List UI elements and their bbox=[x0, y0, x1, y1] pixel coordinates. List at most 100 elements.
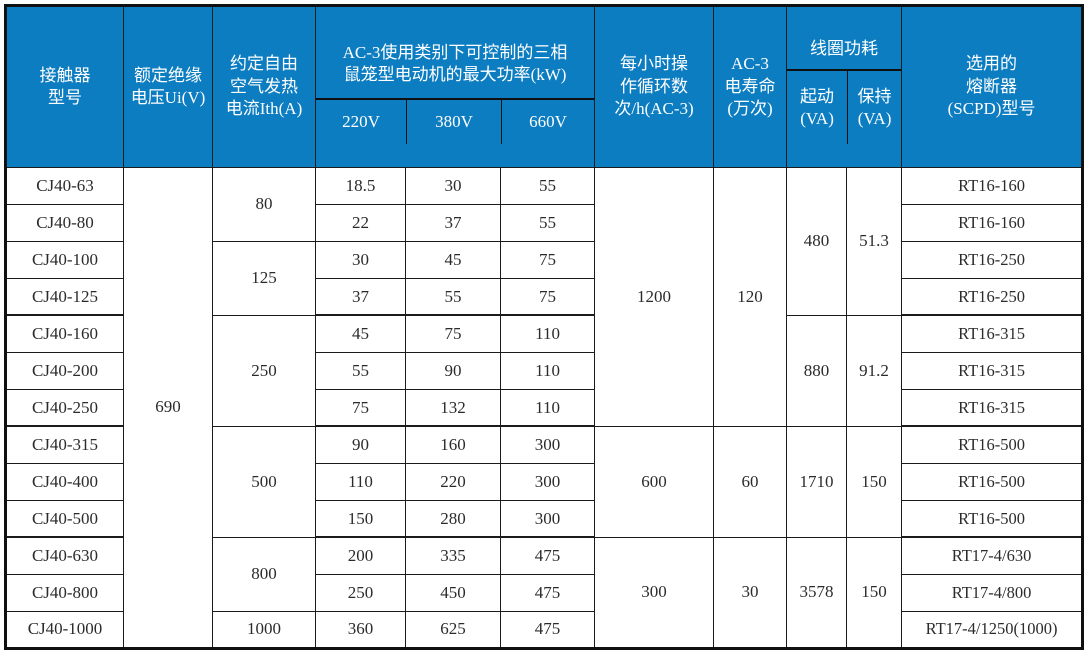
table-cell: 45 bbox=[315, 314, 406, 353]
table-cell: RT16-500 bbox=[901, 499, 1084, 539]
table-cell: 110 bbox=[499, 388, 596, 428]
table-cell: 125 bbox=[212, 240, 316, 316]
coil-power-subheaders: 起动 (VA) 保持 (VA) bbox=[788, 71, 901, 145]
table-cell: RT16-160 bbox=[901, 166, 1084, 205]
table-cell: 110 bbox=[499, 351, 596, 390]
table-cell: CJ40-1000 bbox=[5, 610, 124, 649]
table-cell: 18.5 bbox=[315, 166, 406, 205]
table-cell: 120 bbox=[713, 166, 788, 427]
col-header-operating-cycles: 每小时操 作循环数 次/h(AC-3) bbox=[594, 5, 715, 168]
table-cell: 3578 bbox=[786, 536, 848, 649]
col-header-ac3-power-group: AC-3使用类别下可控制的三相 鼠笼型电动机的最大功率(kW) 220V 380… bbox=[314, 5, 596, 168]
table-cell: 300 bbox=[499, 499, 596, 539]
table-cell: 450 bbox=[405, 573, 501, 612]
table-cell: 75 bbox=[499, 240, 596, 279]
table-cell: RT16-315 bbox=[901, 388, 1084, 428]
table-cell: 55 bbox=[499, 203, 596, 242]
table-cell: 37 bbox=[315, 277, 406, 317]
col-header-660v: 660V bbox=[501, 100, 594, 145]
table-row: CJ40-125 37 55 75 RT16-250 bbox=[5, 277, 1084, 317]
table-cell: 75 bbox=[405, 314, 501, 353]
table-cell: 160 bbox=[405, 425, 501, 464]
col-header-coil-hold: 保持 (VA) bbox=[847, 71, 901, 145]
table-cell: 200 bbox=[315, 536, 406, 575]
table-cell: 690 bbox=[123, 166, 213, 649]
table-cell: 250 bbox=[212, 314, 316, 427]
table-cell: 110 bbox=[499, 314, 596, 353]
table-cell: RT17-4/1250(1000) bbox=[901, 610, 1084, 649]
table-cell: 110 bbox=[315, 462, 406, 501]
col-header-380v: 380V bbox=[406, 100, 501, 145]
table-cell: RT17-4/630 bbox=[901, 536, 1084, 575]
table-row: CJ40-63 690 80 18.5 30 55 1200 120 480 51.3 RT16-1… bbox=[5, 166, 1084, 649]
table-cell: CJ40-200 bbox=[5, 351, 124, 390]
table-cell: 250 bbox=[315, 573, 406, 612]
col-header-fuse-scpd: 选用的 熔断器 (SCPD)型号 bbox=[901, 5, 1084, 168]
table-cell: 30 bbox=[405, 166, 501, 205]
table-cell: CJ40-315 bbox=[5, 425, 124, 464]
table-cell: 475 bbox=[499, 610, 596, 649]
table-cell: 800 bbox=[212, 536, 316, 612]
table-cell: 1710 bbox=[786, 425, 848, 538]
table-cell: 55 bbox=[405, 277, 501, 317]
table-cell: 30 bbox=[713, 536, 788, 649]
table-cell: CJ40-400 bbox=[5, 462, 124, 501]
table-cell: 220 bbox=[405, 462, 501, 501]
table-cell: CJ40-500 bbox=[5, 499, 124, 539]
table-cell: 30 bbox=[315, 240, 406, 279]
table-cell: 60 bbox=[713, 425, 788, 538]
table-row: CJ40-500 150 280 300 RT16-500 bbox=[5, 499, 1084, 539]
table-cell: 880 bbox=[786, 314, 848, 427]
table-body: CJ40-63 690 80 18.5 30 55 1200 120 480 51.3 RT16-1… bbox=[5, 166, 1084, 649]
table-cell: RT16-160 bbox=[901, 203, 1084, 242]
table-cell: 300 bbox=[499, 462, 596, 501]
table-cell: 150 bbox=[846, 536, 903, 649]
col-header-coil-power-group: 线圈功耗 起动 (VA) 保持 (VA) bbox=[786, 5, 903, 168]
table-cell: 22 bbox=[315, 203, 406, 242]
coil-power-group: 线圈功耗 起动 (VA) 保持 (VA) bbox=[787, 29, 901, 145]
table-cell: CJ40-125 bbox=[5, 277, 124, 317]
table-row: CJ40-200 55 90 110 RT16-315 bbox=[5, 351, 1084, 390]
ac3-power-subheaders: 220V 380V 660V bbox=[317, 100, 594, 145]
col-header-ac3-electrical-life: AC-3 电寿命 (万次) bbox=[713, 5, 788, 168]
table-row: CJ40-400 110 220 300 RT16-500 bbox=[5, 462, 1084, 501]
table-cell: 475 bbox=[499, 573, 596, 612]
table-cell: CJ40-160 bbox=[5, 314, 124, 353]
table-row: CJ40-315 500 90 160 300 600 60 1710 150 RT16-500 bbox=[5, 425, 1084, 538]
table-cell: RT16-250 bbox=[901, 240, 1084, 279]
table-cell: CJ40-630 bbox=[5, 536, 124, 575]
table-cell: RT16-500 bbox=[901, 425, 1084, 464]
table-cell: 132 bbox=[405, 388, 501, 428]
col-header-rated-insulation-voltage: 额定绝缘 电压Ui(V) bbox=[123, 5, 213, 168]
table-cell: RT16-500 bbox=[901, 462, 1084, 501]
table-cell: 625 bbox=[405, 610, 501, 649]
table-cell: 1000 bbox=[212, 610, 316, 649]
table-cell: 55 bbox=[315, 351, 406, 390]
spec-table: 接触器 型号 额定绝缘 电压Ui(V) 约定自由 空气发热 电流Ith(A) A… bbox=[4, 4, 1085, 650]
table-cell: 150 bbox=[846, 425, 903, 538]
table-cell: 480 bbox=[786, 166, 848, 316]
table-cell: 75 bbox=[499, 277, 596, 317]
table-row: CJ40-160 250 45 75 110 880 91.2 RT16-315 bbox=[5, 314, 1084, 427]
col-header-220v: 220V bbox=[342, 112, 380, 132]
col-header-free-air-thermal-current: 约定自由 空气发热 电流Ith(A) bbox=[212, 5, 316, 168]
table-cell: RT16-315 bbox=[901, 314, 1084, 353]
table-cell: 37 bbox=[405, 203, 501, 242]
table-cell: RT16-250 bbox=[901, 277, 1084, 317]
table-cell: 300 bbox=[499, 425, 596, 464]
table-cell: 475 bbox=[499, 536, 596, 575]
table-cell: 55 bbox=[499, 166, 596, 205]
table-cell: 75 bbox=[315, 388, 406, 428]
table-row: CJ40-250 75 132 110 RT16-315 bbox=[5, 388, 1084, 428]
table-cell: 150 bbox=[315, 499, 406, 539]
table-cell: 600 bbox=[594, 425, 715, 538]
table-cell: 500 bbox=[212, 425, 316, 538]
table-row: CJ40-80 22 37 55 RT16-160 bbox=[5, 203, 1084, 242]
table-cell: 300 bbox=[594, 536, 715, 649]
header-row: 接触器 型号 额定绝缘 电压Ui(V) 约定自由 空气发热 电流Ith(A) A… bbox=[5, 5, 1084, 168]
table-cell: CJ40-800 bbox=[5, 573, 124, 612]
table-cell: 51.3 bbox=[846, 166, 903, 316]
coil-power-group-label: 线圈功耗 bbox=[787, 29, 901, 72]
table-cell: 1200 bbox=[594, 166, 715, 427]
